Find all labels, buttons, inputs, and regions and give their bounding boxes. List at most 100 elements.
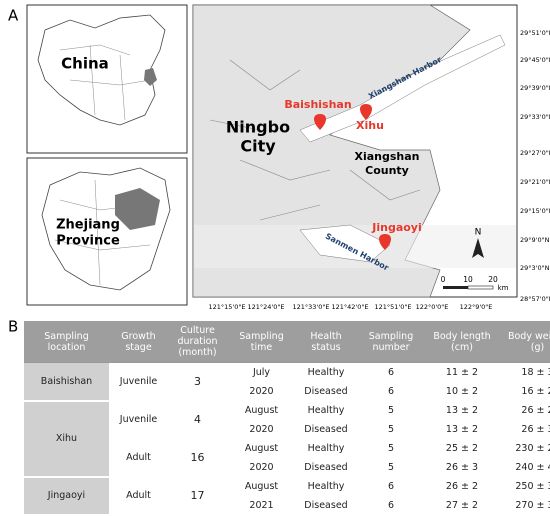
county-label: County [365, 164, 409, 177]
number-cell: 5 [356, 457, 426, 477]
health-cell: Healthy [296, 400, 356, 420]
number-cell: 6 [356, 495, 426, 515]
health-cell: Diseased [296, 419, 356, 439]
lon-label: 122°0'0"E [416, 303, 449, 311]
weight-cell: 18 ± 3 [498, 362, 550, 382]
lat-label: 29°27'0"N [520, 149, 550, 157]
time-cell: 2021 [227, 495, 296, 515]
length-cell: 26 ± 2 [426, 476, 498, 496]
inset-label: Province [56, 234, 120, 249]
inset-label: Zhejiang [56, 218, 120, 233]
number-cell: 5 [356, 400, 426, 420]
boundaries [209, 59, 421, 221]
header-cell: Body length (cm) [426, 321, 498, 363]
lon-label: 122°9'0"E [460, 303, 493, 311]
pin [314, 114, 326, 130]
panel-label: B [8, 318, 18, 336]
weight-cell: 26 ± 2 [498, 400, 550, 420]
lon-label: 121°15'0"E [209, 303, 246, 311]
ningbo-highlight [115, 188, 160, 230]
header-cell: Growth stage [109, 321, 168, 363]
lat-label: 29°21'0"N [520, 178, 550, 186]
harbor [299, 224, 391, 263]
header-cell: Sampling number [356, 321, 426, 363]
lat-label: 29°33'0"N [520, 113, 550, 121]
header-cell: Sampling time [227, 321, 296, 363]
north-label: N [475, 228, 482, 238]
figure: A China Zhejiang Province Xiangshan Harb… [8, 4, 550, 336]
lat-label: 29°15'0"N [520, 207, 550, 215]
header-cell: Health status [296, 321, 356, 363]
duration-cell: 17 [168, 476, 227, 515]
length-cell: 11 ± 2 [426, 362, 498, 382]
lat-label: 28°57'0"N [520, 295, 550, 303]
location-cell: Jingaoyi [24, 476, 109, 516]
number-cell: 6 [356, 381, 426, 401]
lat-label: 29°9'0"N [520, 236, 550, 244]
length-cell: 25 ± 2 [426, 438, 498, 458]
weight-cell: 270 ± 30 [498, 495, 550, 515]
stage-cell: Juvenile [109, 362, 168, 401]
time-cell: July [227, 362, 296, 382]
north-arrow [472, 238, 484, 258]
health-cell: Diseased [296, 381, 356, 401]
location-cell: Baishishan [24, 362, 109, 402]
length-cell: 13 ± 2 [426, 419, 498, 439]
length-cell: 13 ± 2 [426, 400, 498, 420]
lat-label: 29°45'0"N [520, 56, 550, 64]
header-row: Sampling location Growth stage Culture dur… [24, 321, 550, 363]
page: A China Zhejiang Province Xiangshan Harb… [8, 4, 550, 516]
health-cell: Diseased [296, 495, 356, 515]
health-cell: Healthy [296, 476, 356, 496]
time-cell: 2020 [227, 457, 296, 477]
health-cell: Healthy [296, 438, 356, 458]
table-row: Baishishan Juvenile 3 July Healthy 6 11 ± 2 18 … [24, 362, 550, 402]
health-cell: Diseased [296, 457, 356, 477]
length-cell: 27 ± 2 [426, 495, 498, 515]
number-cell: 6 [356, 362, 426, 382]
site-pins [314, 104, 391, 250]
stage-cell: Juvenile [109, 400, 168, 439]
location-cell: Xihu [24, 400, 109, 478]
scale-label: 20 [488, 275, 498, 284]
pin [379, 234, 391, 250]
table-row: Jingaoyi Adult 17 August Healthy 6 26 ± 2 250 ±… [24, 476, 550, 516]
scale-unit: km [498, 284, 509, 292]
duration-cell: 16 [168, 438, 227, 477]
weight-cell: 250 ± 30 [498, 476, 550, 496]
scale-label: 0 [441, 275, 446, 284]
province-lines [59, 44, 151, 121]
duration-cell: 3 [168, 362, 227, 401]
site-label: Xihu [356, 119, 384, 132]
china-outline [37, 14, 166, 126]
scale-bar [467, 285, 494, 290]
weight-cell: 16 ± 2 [498, 381, 550, 401]
time-cell: August [227, 400, 296, 420]
weight-cell: 26 ± 3 [498, 419, 550, 439]
number-cell: 5 [356, 438, 426, 458]
header-cell: Body weight (g) [498, 321, 550, 363]
scale-label: 10 [463, 275, 473, 284]
lon-label: 121°51'0"E [375, 303, 412, 311]
inset-label: China [61, 55, 109, 73]
lat-label: 29°39'0"N [520, 84, 550, 92]
pin [360, 104, 372, 120]
lon-label: 121°33'0"E [293, 303, 330, 311]
time-cell: 2020 [227, 381, 296, 401]
header-cell: Culture duration (month) [168, 321, 227, 363]
zhejiang-highlight [144, 68, 157, 86]
city-label: City [240, 137, 276, 156]
time-cell: August [227, 438, 296, 458]
duration-cell: 4 [168, 400, 227, 439]
length-cell: 26 ± 3 [426, 457, 498, 477]
lat-label: 29°3'0"N [520, 264, 550, 272]
lon-label: 121°42'0"E [332, 303, 369, 311]
stage-cell: Adult [109, 438, 168, 477]
health-cell: Healthy [296, 362, 356, 382]
harbor [299, 34, 506, 143]
